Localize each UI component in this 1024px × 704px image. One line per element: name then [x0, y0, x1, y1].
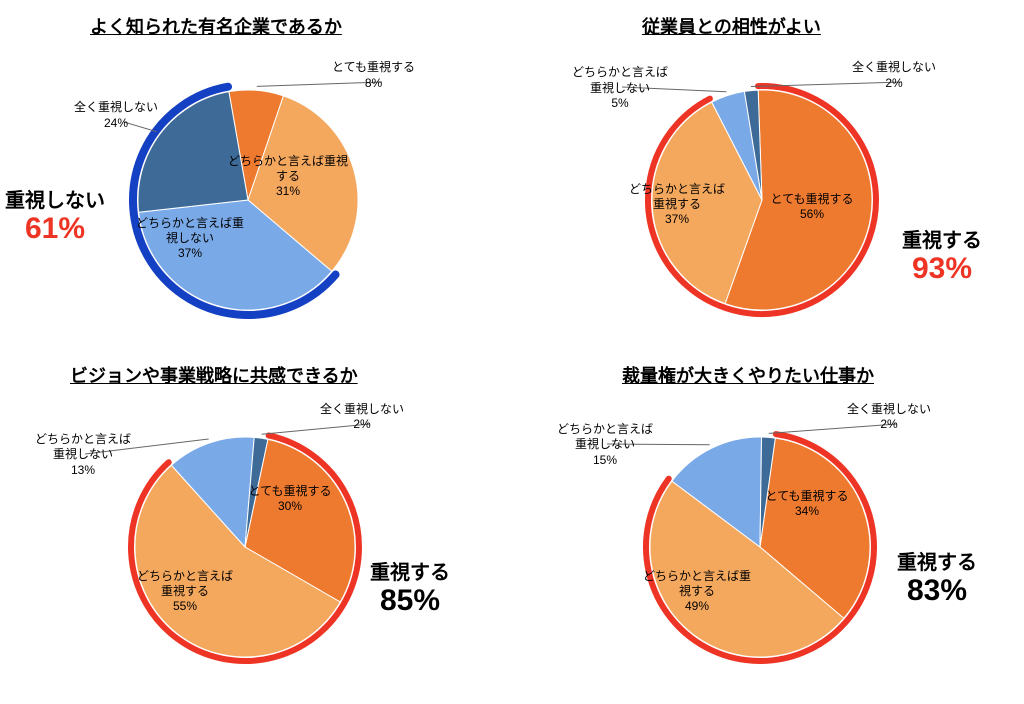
cell-chart4: 裁量権が大きくやりたい仕事かとても重視する 34%どちらかと言えば重 視する 4…	[512, 352, 1024, 704]
summary-label: 重視する83%	[897, 552, 977, 607]
summary-pct: 93%	[902, 252, 982, 285]
slice-label-very_important: とても重視する 30%	[230, 484, 350, 514]
summary-label: 重視しない61%	[5, 190, 105, 245]
slice-label-very_important: とても重視する 34%	[747, 489, 867, 519]
callout-somewhat_not: どちらかと言えば 重視しない 5%	[572, 65, 668, 112]
callout-not_at_all: 全く重視しない 24%	[74, 100, 158, 131]
cell-chart3: ビジョンや事業戦略に共感できるかとても重視する 30%どちらかと言えば 重視する…	[0, 352, 512, 704]
pie-chart	[512, 352, 1024, 704]
slice-label-somewhat_important: どちらかと言えば 重視する 55%	[125, 569, 245, 614]
summary-label: 重視する93%	[902, 230, 982, 285]
callout-not_at_all: 全く重視しない 2%	[852, 60, 936, 91]
summary-text: 重視する	[370, 562, 450, 584]
summary-text: 重視しない	[5, 190, 105, 212]
pie-chart	[0, 352, 512, 704]
slice-label-somewhat_important: どちらかと言えば重視 する 31%	[228, 154, 348, 199]
summary-label: 重視する85%	[370, 562, 450, 617]
summary-pct: 85%	[370, 584, 450, 617]
summary-pct: 61%	[5, 212, 105, 245]
slice-label-somewhat_not: どちらかと言えば重 視しない 37%	[130, 216, 250, 261]
callout-somewhat_not: どちらかと言えば 重視しない 15%	[557, 422, 653, 469]
callout-very_important: とても重視する 8%	[332, 60, 415, 91]
cell-chart2: 従業員との相性がよいとても重視する 56%どちらかと言えば 重視する 37%どち…	[512, 0, 1024, 352]
chart-grid: よく知られた有名企業であるかとても重視する 8%どちらかと言えば重視 する 31…	[0, 0, 1024, 703]
slice-label-somewhat_important: どちらかと言えば 重視する 37%	[617, 182, 737, 227]
pie-chart	[512, 0, 1024, 352]
summary-text: 重視する	[897, 552, 977, 574]
callout-not_at_all: 全く重視しない 2%	[847, 402, 931, 433]
summary-pct: 83%	[897, 574, 977, 607]
summary-text: 重視する	[902, 230, 982, 252]
callout-somewhat_not: どちらかと言えば 重視しない 13%	[35, 432, 131, 479]
slice-label-somewhat_important: どちらかと言えば重 視する 49%	[637, 569, 757, 614]
cell-chart1: よく知られた有名企業であるかとても重視する 8%どちらかと言えば重視 する 31…	[0, 0, 512, 352]
callout-not_at_all: 全く重視しない 2%	[320, 402, 404, 433]
slice-label-very_important: とても重視する 56%	[752, 192, 872, 222]
